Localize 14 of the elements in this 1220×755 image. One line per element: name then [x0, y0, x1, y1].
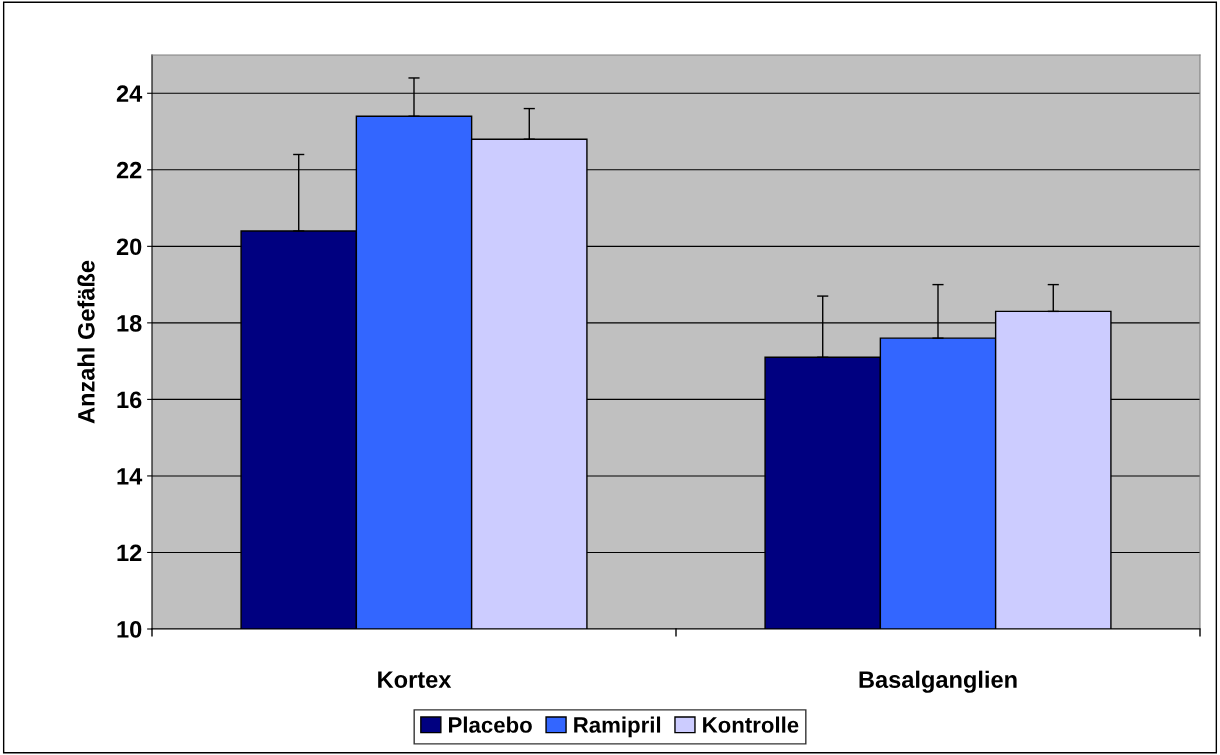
y-tick-label: 10 — [117, 621, 142, 638]
legend-label: Placebo — [449, 716, 532, 733]
legend-label: Kontrolle — [703, 716, 799, 733]
y-tick-label: 24 — [116, 85, 143, 102]
y-tick-label: 14 — [117, 468, 143, 485]
y-tick-label: 22 — [116, 161, 142, 179]
x-tick-label: Kortex — [378, 671, 452, 689]
y-axis-title: Anzahl Gefäße — [77, 260, 95, 424]
y-tick-label: 20 — [116, 238, 142, 256]
y-tick-label: 16 — [117, 391, 142, 409]
y-tick-label: 18 — [117, 314, 142, 332]
legend-label: Ramipril — [574, 716, 661, 738]
x-tick-label: Basalganglien — [859, 670, 1017, 693]
y-tick-label: 12 — [117, 544, 142, 562]
